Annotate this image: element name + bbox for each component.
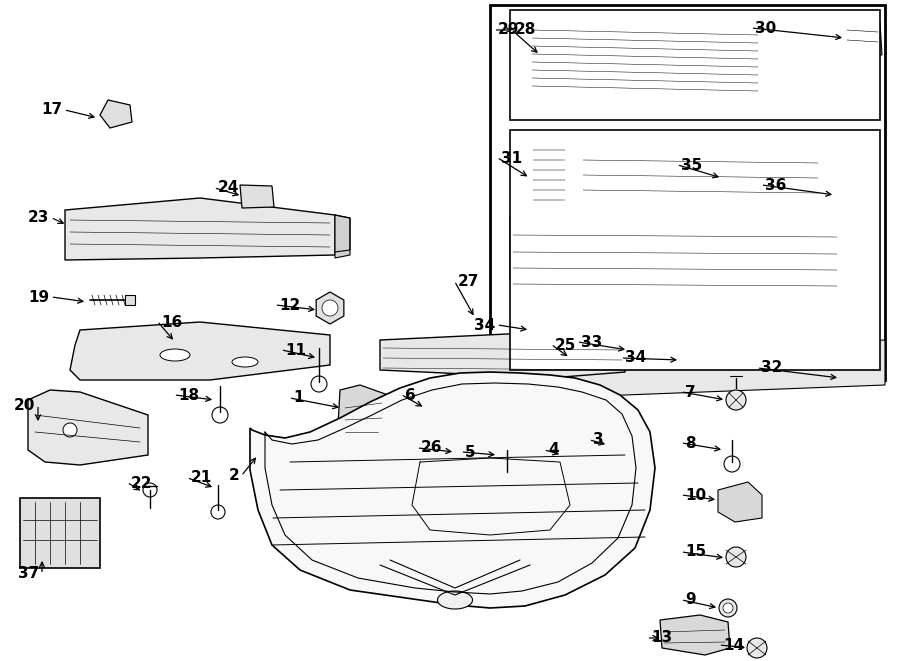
- Circle shape: [724, 456, 740, 472]
- Polygon shape: [525, 295, 565, 345]
- Ellipse shape: [232, 357, 258, 367]
- Text: 18: 18: [178, 387, 199, 403]
- Text: 15: 15: [685, 545, 706, 559]
- Circle shape: [747, 638, 767, 658]
- Circle shape: [322, 300, 338, 316]
- Text: 10: 10: [685, 488, 706, 502]
- Text: 34: 34: [625, 350, 646, 366]
- Text: 34: 34: [473, 317, 495, 332]
- Circle shape: [726, 390, 746, 410]
- Text: 31: 31: [501, 151, 522, 165]
- Polygon shape: [240, 185, 274, 208]
- Circle shape: [726, 547, 746, 567]
- Text: 22: 22: [131, 475, 152, 490]
- Text: 2: 2: [229, 467, 239, 483]
- Ellipse shape: [437, 591, 472, 609]
- Text: 23: 23: [28, 210, 49, 225]
- Text: 20: 20: [14, 399, 35, 414]
- Text: 32: 32: [761, 360, 782, 375]
- Circle shape: [719, 599, 737, 617]
- Polygon shape: [65, 198, 335, 260]
- Polygon shape: [530, 15, 840, 100]
- Polygon shape: [558, 440, 596, 468]
- Bar: [490, 5, 885, 380]
- Text: 1: 1: [293, 391, 303, 405]
- Ellipse shape: [160, 349, 190, 361]
- Circle shape: [723, 603, 733, 613]
- Text: 29: 29: [498, 22, 519, 38]
- Text: 3: 3: [593, 432, 604, 447]
- Text: 12: 12: [279, 297, 301, 313]
- Polygon shape: [718, 482, 762, 522]
- Text: 5: 5: [465, 444, 475, 459]
- Polygon shape: [100, 100, 132, 128]
- Text: 28: 28: [515, 22, 536, 38]
- Circle shape: [63, 423, 77, 437]
- Text: 8: 8: [685, 436, 696, 451]
- Polygon shape: [28, 390, 148, 465]
- Polygon shape: [20, 498, 100, 568]
- Text: 27: 27: [458, 274, 480, 290]
- Text: 33: 33: [581, 334, 602, 350]
- Polygon shape: [380, 332, 625, 378]
- Text: 11: 11: [285, 342, 306, 358]
- Polygon shape: [125, 295, 135, 305]
- Polygon shape: [603, 428, 642, 458]
- Polygon shape: [620, 310, 670, 360]
- Circle shape: [211, 505, 225, 519]
- Polygon shape: [338, 385, 388, 445]
- Polygon shape: [335, 215, 350, 258]
- Polygon shape: [250, 372, 655, 608]
- Text: 25: 25: [555, 338, 576, 352]
- Polygon shape: [528, 135, 572, 210]
- Circle shape: [143, 483, 157, 497]
- Polygon shape: [70, 322, 330, 380]
- Text: 36: 36: [765, 178, 787, 192]
- Polygon shape: [510, 215, 840, 290]
- Text: 16: 16: [161, 315, 182, 329]
- Bar: [510, 130, 880, 370]
- Text: 26: 26: [421, 440, 443, 455]
- Text: 24: 24: [218, 180, 239, 196]
- Polygon shape: [845, 20, 882, 55]
- Polygon shape: [842, 168, 868, 228]
- Polygon shape: [680, 330, 722, 368]
- Polygon shape: [490, 340, 885, 400]
- Bar: [510, 10, 880, 120]
- Text: 6: 6: [405, 387, 416, 403]
- Text: 13: 13: [651, 631, 672, 646]
- Circle shape: [311, 376, 327, 392]
- Text: 21: 21: [191, 471, 212, 485]
- Text: 9: 9: [685, 592, 696, 607]
- Circle shape: [212, 407, 228, 423]
- Text: 7: 7: [685, 385, 696, 399]
- Text: 14: 14: [723, 637, 744, 652]
- Circle shape: [499, 442, 515, 458]
- Text: 37: 37: [18, 566, 39, 580]
- Polygon shape: [660, 615, 730, 655]
- Text: 30: 30: [755, 20, 777, 36]
- Polygon shape: [835, 160, 875, 235]
- Text: 19: 19: [28, 290, 49, 305]
- Polygon shape: [580, 145, 820, 205]
- Text: 35: 35: [681, 157, 702, 173]
- Text: 4: 4: [548, 442, 559, 457]
- Text: 17: 17: [40, 102, 62, 118]
